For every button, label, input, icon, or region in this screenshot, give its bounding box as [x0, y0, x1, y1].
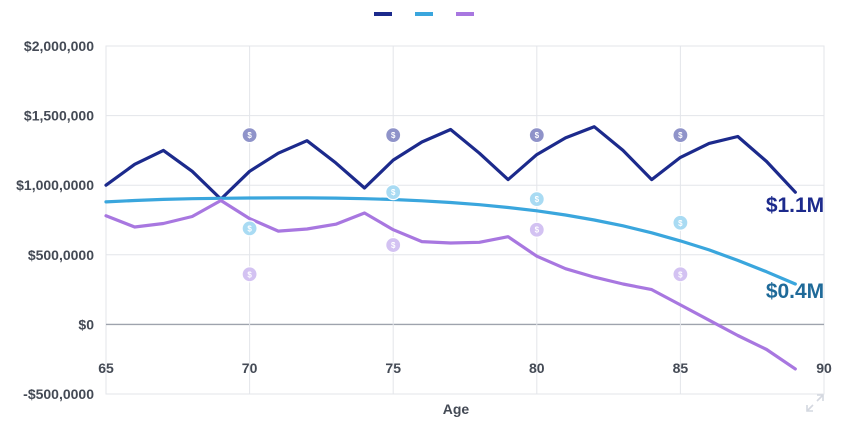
- x-tick-label: 70: [242, 360, 258, 376]
- event-marker[interactable]: [241, 266, 258, 283]
- chart-grid: [105, 45, 825, 395]
- plot-border: [105, 45, 825, 395]
- x-tick-label: 75: [385, 360, 401, 376]
- series-layer: [104, 125, 797, 371]
- dollar-icon: $: [391, 131, 396, 140]
- dollar-icon: $: [247, 270, 252, 279]
- marker-layer[interactable]: $ $ $ $ $ $ $ $ $ $ $ $: [241, 126, 689, 283]
- x-tick-label: 65: [98, 360, 114, 376]
- dollar-icon: $: [678, 270, 683, 279]
- x-axis-label: Age: [443, 401, 470, 417]
- event-marker[interactable]: [385, 184, 402, 201]
- y-tick-label: $2,000,000: [24, 38, 94, 54]
- event-marker[interactable]: [241, 220, 258, 237]
- y-tick-label: $1,500,000: [24, 108, 94, 124]
- x-tick-label: 85: [673, 360, 689, 376]
- series-line-1: [104, 125, 797, 201]
- event-marker[interactable]: [241, 126, 258, 144]
- dollar-icon: $: [678, 131, 683, 140]
- event-marker[interactable]: [528, 126, 545, 144]
- dollar-icon: $: [391, 188, 396, 197]
- x-axis-ticks: 65 70 75 80 85 90: [98, 360, 832, 376]
- dollar-icon: $: [535, 226, 540, 235]
- expand-icon[interactable]: [804, 392, 826, 414]
- y-tick-label: $0: [78, 316, 94, 332]
- dollar-icon: $: [678, 219, 683, 228]
- event-marker[interactable]: [672, 126, 689, 144]
- dollar-icon: $: [535, 195, 540, 204]
- event-marker[interactable]: [528, 221, 545, 238]
- series-line-3: [104, 198, 797, 371]
- event-marker[interactable]: [528, 191, 545, 208]
- end-value-label: $0.4M: [766, 280, 824, 303]
- series-line-2: [104, 196, 797, 286]
- event-marker[interactable]: [672, 214, 689, 231]
- event-marker[interactable]: [672, 266, 689, 283]
- y-tick-label: $500,0000: [28, 247, 94, 263]
- end-labels: $1.1M $0.4M: [766, 194, 824, 303]
- dollar-icon: $: [247, 131, 252, 140]
- end-value-label: $1.1M: [766, 194, 824, 217]
- y-axis-ticks: $2,000,000 $1,500,000 $1,000,0000 $500,0000…: [16, 38, 94, 402]
- y-tick-label: $1,000,0000: [16, 177, 94, 193]
- dollar-icon: $: [535, 131, 540, 140]
- dollar-icon: $: [391, 241, 396, 250]
- y-tick-label: -$500,0000: [23, 386, 94, 402]
- x-tick-label: 90: [816, 360, 832, 376]
- event-marker[interactable]: [385, 236, 402, 254]
- x-tick-label: 80: [529, 360, 545, 376]
- dollar-icon: $: [247, 224, 252, 233]
- event-marker[interactable]: [385, 126, 402, 144]
